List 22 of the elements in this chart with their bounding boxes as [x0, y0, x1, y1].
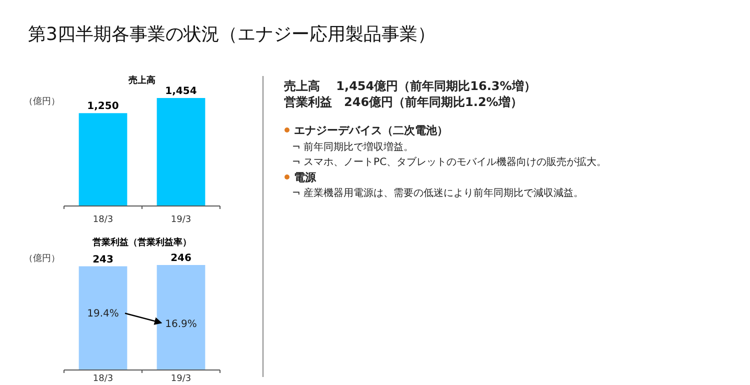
text: ¬ 前年同期比で増収増益。 [292, 141, 414, 153]
annotation: 16.9% [165, 318, 197, 330]
x-tick-label: 18/3 [92, 374, 114, 384]
text: 電源 [294, 171, 317, 184]
data-label: 1,250 [87, 101, 119, 112]
data-label: 243 [92, 254, 114, 266]
x-tick-label: 19/3 [170, 215, 192, 225]
text: ¬ 産業機器用電源は、需要の低迷により前年同期比で減収減益。 [292, 187, 584, 199]
chart-title: 売上高 [128, 75, 156, 86]
annotation: 19.4% [87, 308, 119, 320]
x-tick-label: 19/3 [170, 374, 192, 384]
text: 売上高 1,454億円（前年同期比16.3%増） [284, 79, 536, 93]
chart-title: 営業利益（営業利益率） [92, 237, 192, 248]
y-axis-title: （億円） [24, 96, 60, 107]
text: 営業利益 246億円（前年同期比1.2%増） [284, 95, 522, 109]
data-label: 1,454 [165, 86, 197, 97]
y-axis-title: （億円） [24, 253, 60, 264]
text: ¬ スマホ、ノートPC、タブレットのモバイル機器向けの販売が拡大。 [292, 156, 607, 168]
text: エナジーデバイス（二次電池） [294, 124, 448, 137]
text: 第3四半期各事業の状況（エナジー応用製品事業） [28, 24, 436, 45]
x-tick-label: 18/3 [92, 215, 114, 225]
data-label: 246 [170, 253, 192, 264]
